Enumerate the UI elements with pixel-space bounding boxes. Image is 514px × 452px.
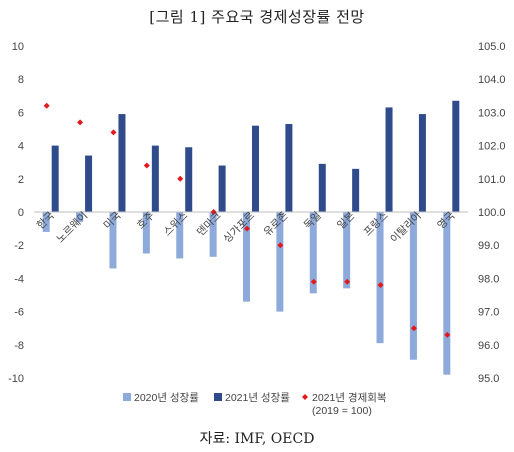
recovery-point: [210, 209, 217, 215]
category-label: 이탈리아: [388, 209, 425, 246]
category-label: 한국: [35, 209, 57, 231]
legend-swatch-2021: [214, 393, 222, 401]
bar-2021: [118, 114, 126, 212]
legend-marker-recovery: [302, 394, 308, 400]
y-right-tick-label: 103.0: [478, 107, 506, 119]
bar-2021: [218, 165, 226, 212]
category-label: 스위스: [161, 209, 191, 239]
bar-2021: [151, 145, 159, 212]
y-right-tick-label: 100.0: [478, 207, 506, 219]
y-left-tick-label: -2: [14, 240, 24, 252]
bar-2020: [209, 212, 217, 257]
bar-2020: [276, 212, 284, 312]
y-left-tick-label: 4: [18, 141, 24, 153]
bar-2021: [385, 107, 393, 212]
category-label: 프랑스: [362, 209, 391, 238]
bar-2020: [109, 212, 117, 269]
bar-2021: [51, 145, 59, 212]
y-right-tick-label: 104.0: [478, 74, 506, 86]
y-left-tick-label: -4: [14, 273, 24, 285]
recovery-point: [244, 225, 250, 232]
y-right-tick-label: 98.0: [478, 273, 499, 285]
category-label: 영국: [435, 209, 457, 231]
bar-2021: [418, 114, 426, 212]
bar-2021: [85, 155, 93, 212]
chart-title: [그림 1] 주요국 경제성장률 전망: [149, 8, 365, 26]
y-right-tick-label: 105.0: [478, 41, 506, 53]
recovery-point: [344, 278, 351, 285]
legend-label-recovery-note: (2019 = 100): [312, 405, 372, 417]
recovery-point: [277, 242, 284, 249]
category-label: 노르웨이: [54, 210, 90, 246]
recovery-point: [43, 102, 50, 109]
bar-2020: [409, 212, 417, 360]
category-label: 미국: [101, 209, 123, 231]
bar-2020: [76, 212, 84, 222]
y-left-tick-label: -6: [14, 307, 24, 319]
bar-2021: [452, 100, 460, 212]
y-left-tick-label: 8: [18, 74, 24, 86]
category-label: 호주: [135, 209, 157, 231]
y-left-tick-label: 6: [18, 107, 24, 119]
y-right-tick-label: 99.0: [478, 240, 499, 252]
recovery-point: [377, 282, 384, 289]
recovery-point: [177, 175, 184, 182]
recovery-point: [410, 325, 417, 332]
y-left-tick-label: 0: [18, 207, 24, 219]
bar-2020: [42, 212, 50, 232]
bar-2020: [443, 212, 451, 375]
y-left-tick-label: -8: [14, 340, 24, 352]
bar-2020: [142, 212, 150, 254]
bar-2021: [318, 163, 326, 212]
y-right-tick-label: 101.0: [478, 174, 506, 186]
recovery-point: [444, 331, 451, 338]
bar-2020: [309, 212, 317, 294]
bar-2021: [285, 124, 293, 212]
y-right-tick-label: 102.0: [478, 141, 506, 153]
category-label: 덴마크: [195, 209, 224, 238]
y-left-tick-label: 10: [12, 41, 24, 53]
y-right-tick-label: 96.0: [478, 340, 499, 352]
y-left-tick-label: -10: [8, 373, 24, 385]
source-note: 자료: IMF, OECD: [199, 431, 315, 447]
recovery-point: [310, 278, 317, 285]
category-label: 싱가포르: [221, 209, 257, 245]
y-left-tick-label: 2: [18, 174, 24, 186]
bar-2020: [243, 212, 250, 302]
bar-2020: [343, 212, 351, 289]
category-label: 유로존: [262, 209, 291, 238]
recovery-point: [143, 162, 150, 169]
recovery-point: [77, 119, 84, 126]
legend-label-2021: 2021년 성장률: [225, 392, 290, 404]
legend-label-2020: 2020년 성장률: [134, 392, 199, 404]
legend-swatch-2020: [123, 393, 131, 401]
bar-2021: [252, 125, 259, 212]
bar-2021: [352, 168, 360, 212]
recovery-point: [110, 129, 117, 136]
y-right-tick-label: 95.0: [478, 373, 499, 385]
bar-2021: [185, 147, 193, 212]
bar-2020: [176, 212, 184, 259]
legend-label-recovery: 2021년 경제회복: [312, 391, 387, 404]
bar-2020: [376, 212, 384, 344]
y-right-tick-label: 97.0: [478, 307, 499, 319]
